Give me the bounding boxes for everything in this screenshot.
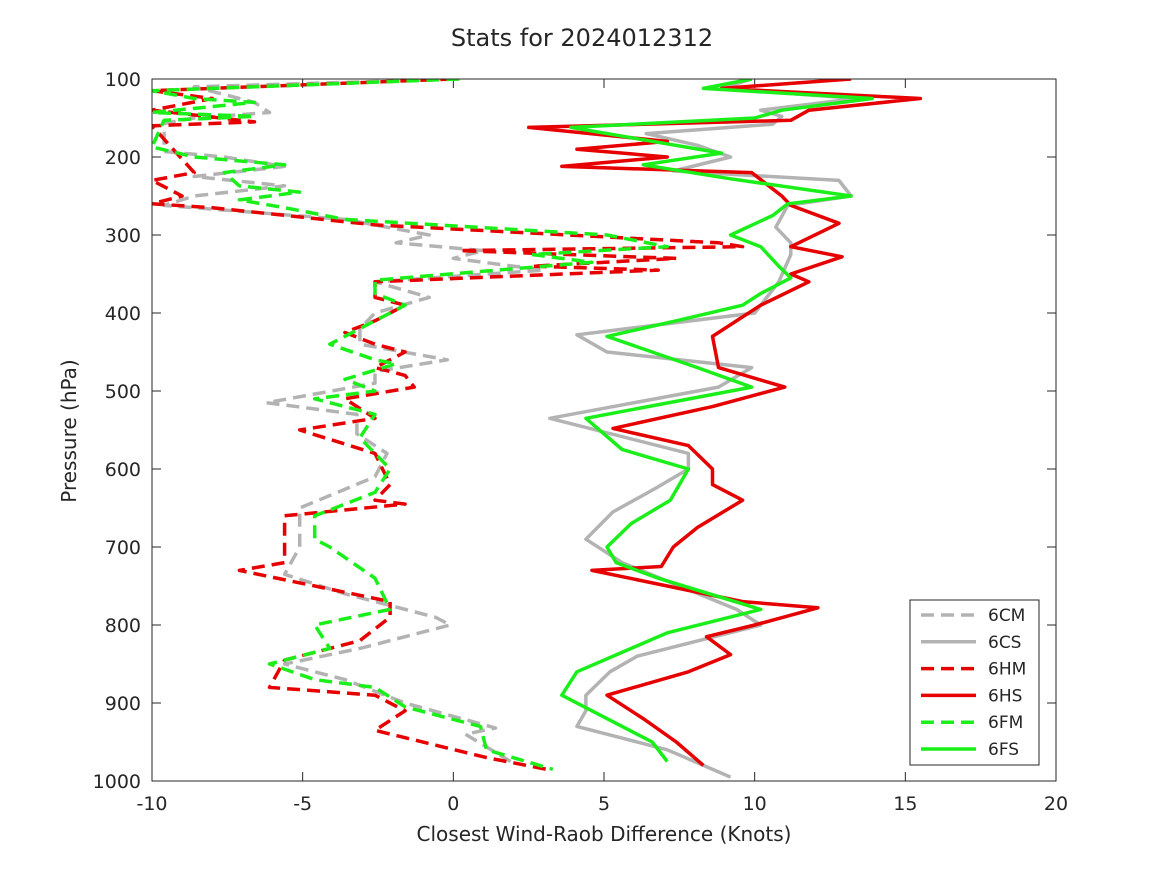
x-tick-label: 10 [743, 793, 767, 815]
y-tick-label: 600 [105, 459, 141, 481]
legend-label: 6CM [988, 606, 1025, 626]
legend-label: 6CS [988, 633, 1021, 653]
x-tick-label: 15 [893, 793, 917, 815]
y-tick-label: 400 [105, 303, 141, 325]
legend-label: 6HM [988, 660, 1026, 680]
y-tick-label: 1000 [93, 771, 141, 793]
x-tick-label: -10 [136, 793, 167, 815]
y-tick-label: 500 [105, 381, 141, 403]
series-line-6hs [526, 79, 923, 767]
y-tick-label: 800 [105, 615, 141, 637]
legend: 6CM 6CS 6HM 6HS 6FM 6FS [909, 599, 1040, 766]
legend-box [909, 599, 1040, 766]
y-tick-label: 300 [105, 225, 141, 247]
x-axis-label: Closest Wind-Raob Difference (Knots) [417, 822, 792, 846]
series-line-6cs [548, 79, 859, 779]
x-tick-label: 20 [1044, 793, 1068, 815]
legend-label: 6FM [988, 713, 1023, 733]
x-tick-label: 0 [447, 793, 459, 815]
series-line-6fm [152, 79, 670, 771]
x-tick-label: -5 [293, 793, 312, 815]
y-tick-label: 700 [105, 537, 141, 559]
chart-title: Stats for 2024012312 [451, 24, 713, 52]
series-line-6hm [152, 79, 745, 772]
y-tick-label: 900 [105, 693, 141, 715]
x-tick-label: 5 [598, 793, 610, 815]
legend-label: 6HS [988, 686, 1022, 706]
y-tick-label: 200 [105, 147, 141, 169]
series-line-6fs [560, 79, 874, 763]
series-layer [152, 79, 923, 779]
plot-frame [151, 78, 1057, 782]
legend-label: 6FS [988, 740, 1019, 760]
y-tick-label: 100 [105, 69, 141, 91]
y-axis-label: Pressure (hPa) [57, 359, 81, 502]
